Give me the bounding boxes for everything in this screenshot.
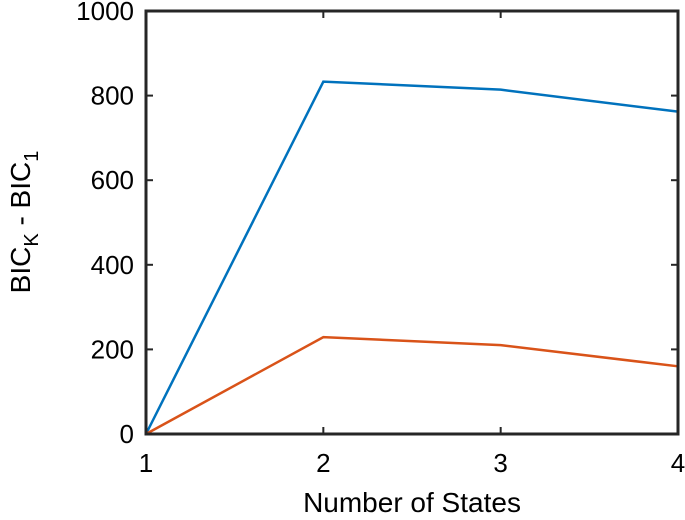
- x-axis-title: Number of States: [303, 487, 521, 518]
- y-axis-title-main: BIC: [5, 247, 36, 294]
- y-axis-title: BICK - BIC1: [5, 151, 43, 294]
- series-line-2: [145, 335, 679, 436]
- y-axis-title-mid: - BIC: [5, 162, 36, 234]
- y-tick-label: 400: [91, 250, 134, 280]
- y-tick-label: 200: [91, 334, 134, 364]
- series-group: [144, 80, 679, 436]
- series-line-1: [144, 80, 679, 435]
- ticks: [145, 10, 679, 435]
- x-tick-label: 1: [139, 448, 153, 478]
- x-tick-label: 2: [316, 448, 330, 478]
- y-tick-label: 800: [91, 81, 134, 111]
- y-tick-label: 0: [120, 419, 134, 449]
- y-tick-label: 1000: [76, 0, 134, 26]
- y-axis-title-sub-k: K: [21, 233, 43, 247]
- axes-box: [144, 9, 680, 436]
- y-tick-label: 600: [91, 165, 134, 195]
- axes: [144, 9, 680, 436]
- tick-labels: 1 2 3 4 0 200 400 600 800 1000: [76, 0, 685, 478]
- x-tick-label: 3: [493, 448, 507, 478]
- y-axis-title-sub-1: 1: [21, 151, 43, 162]
- x-tick-label: 4: [671, 448, 685, 478]
